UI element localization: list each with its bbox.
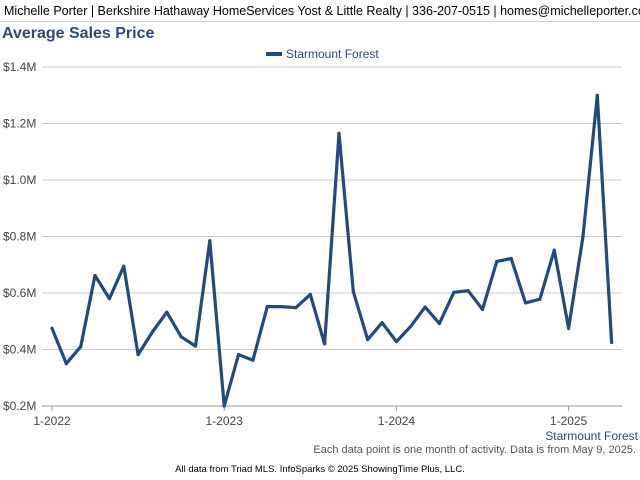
series-line	[50, 93, 614, 408]
x-axis-corner-label: Starmount Forest	[545, 429, 638, 443]
data-point[interactable]	[280, 304, 284, 309]
data-point[interactable]	[136, 352, 140, 357]
data-point[interactable]	[480, 307, 485, 311]
y-tick-label: $1.0M	[3, 173, 36, 187]
data-point[interactable]	[64, 362, 68, 366]
data-point[interactable]	[437, 321, 442, 326]
data-note: Each data point is one month of activity…	[313, 444, 636, 456]
data-point[interactable]	[409, 324, 413, 328]
data-point[interactable]	[251, 358, 255, 362]
data-point[interactable]	[552, 248, 556, 252]
data-point[interactable]	[595, 93, 599, 97]
data-point[interactable]	[337, 131, 341, 135]
footer-credit: All data from Triad MLS. InfoSparks © 20…	[175, 464, 465, 475]
data-point[interactable]	[423, 305, 427, 309]
data-point[interactable]	[523, 301, 528, 305]
data-point[interactable]	[93, 273, 97, 278]
x-tick-label: 1-2023	[206, 414, 244, 428]
data-point[interactable]	[193, 344, 198, 348]
y-tick-label: $1.2M	[3, 117, 36, 131]
data-point[interactable]	[265, 304, 269, 309]
y-tick-label: $1.4M	[3, 60, 36, 74]
x-tick-label: 1-2022	[33, 414, 71, 428]
data-point[interactable]	[581, 235, 585, 239]
y-tick-label: $0.2M	[3, 399, 36, 413]
y-axis-labels: $0.2M $0.4M $0.6M $0.8M $1.0M $1.2M $1.4M	[3, 60, 36, 413]
data-point[interactable]	[394, 339, 398, 344]
data-point[interactable]	[236, 352, 241, 357]
data-point[interactable]	[610, 340, 614, 345]
data-point[interactable]	[165, 310, 169, 314]
y-tick-label: $0.4M	[3, 343, 36, 357]
data-point[interactable]	[509, 256, 513, 261]
data-point[interactable]	[380, 321, 384, 325]
data-point[interactable]	[351, 289, 355, 294]
chart-title: Average Sales Price	[2, 25, 155, 42]
legend[interactable]: Starmount Forest	[266, 47, 379, 61]
data-point[interactable]	[495, 259, 499, 263]
data-point[interactable]	[308, 292, 312, 297]
data-point[interactable]	[366, 338, 370, 342]
data-point[interactable]	[150, 330, 155, 334]
x-tick-label: 1-2024	[378, 414, 416, 428]
x-tick-label: 1-2025	[550, 414, 588, 428]
data-point[interactable]	[179, 335, 183, 339]
agent-contact-header: Michelle Porter | Berkshire Hathaway Hom…	[0, 0, 640, 22]
x-axis-labels: 1-2022 1-2023 1-2024 1-2025	[33, 405, 622, 428]
data-point[interactable]	[107, 297, 111, 301]
data-point[interactable]	[567, 326, 571, 330]
data-point[interactable]	[79, 345, 83, 349]
legend-label: Starmount Forest	[286, 47, 379, 61]
y-tick-label: $0.6M	[3, 286, 36, 300]
y-tick-label: $0.8M	[3, 230, 36, 244]
data-point[interactable]	[323, 342, 327, 346]
series-starmount-forest	[50, 93, 614, 408]
data-point[interactable]	[452, 290, 456, 295]
data-point[interactable]	[208, 239, 212, 243]
data-point[interactable]	[222, 404, 226, 408]
data-point[interactable]	[466, 289, 470, 293]
data-point[interactable]	[122, 264, 126, 268]
data-point[interactable]	[294, 306, 298, 310]
data-point[interactable]	[538, 297, 542, 301]
data-point[interactable]	[50, 326, 54, 330]
